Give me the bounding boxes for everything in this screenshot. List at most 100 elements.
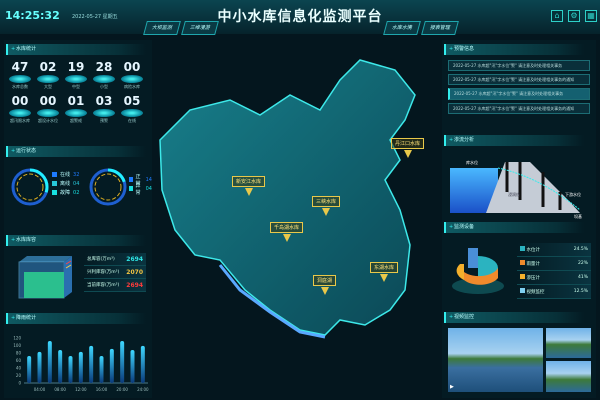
stat-item: 47 水库总数: [8, 60, 32, 90]
3d-pie-chart: [452, 248, 504, 294]
bar: [58, 350, 63, 383]
bar: [89, 345, 94, 383]
legend-item: 在线 32: [52, 170, 79, 179]
bar: [68, 356, 73, 383]
pedestal-icon: [65, 75, 87, 83]
stat-value: 03: [95, 94, 113, 108]
bar: [37, 351, 42, 383]
stat-label: 在线: [128, 118, 136, 123]
y-tick-label: 80: [16, 351, 22, 356]
bar: [130, 350, 135, 383]
map-marker[interactable]: 丹江口水库: [391, 138, 425, 158]
stat-value: 47: [11, 60, 29, 74]
y-tick-label: 120: [13, 336, 21, 341]
map-marker[interactable]: 新安江水库: [232, 176, 266, 196]
bar: [27, 356, 32, 383]
stat-value: 19: [67, 60, 85, 74]
warning-item-selected[interactable]: 2022-05-27 水库超"汛"字水位"警" 请注意及时处理相关事务: [448, 88, 590, 100]
stat-label: 预警: [100, 118, 108, 123]
left-panel: 水库统计 47 水库总数 02 大型 19 中型 28 小型 00 病险水库 00 超汛限水库 00 超设…: [4, 40, 152, 398]
section-title: 监测设备: [444, 222, 584, 233]
map-marker[interactable]: 三峡水库: [312, 196, 341, 216]
video-thumb[interactable]: [546, 361, 591, 392]
header: 14:25:32 2022-05-27 星期五 中小水库信息化监测平台 大坝监测…: [0, 0, 600, 35]
settings-icon[interactable]: ⚙: [568, 10, 580, 22]
x-tick-label: 24:00: [137, 387, 149, 392]
seepage-label: 库水位: [466, 159, 478, 165]
stat-item: 28 小型: [92, 60, 116, 90]
pedestal-icon: [65, 109, 87, 117]
stat-value: 00: [123, 60, 141, 74]
seepage-label: 浸润线: [508, 191, 520, 197]
y-tick-label: 60: [16, 358, 22, 363]
clock: 14:25:32: [5, 9, 60, 22]
seepage-label: 坝基: [574, 213, 582, 219]
stat-value: 28: [95, 60, 113, 74]
capacity-row: 兴利库容(万m³) 2070: [84, 266, 146, 279]
video-main[interactable]: ▶: [448, 328, 543, 392]
seepage-label: 下游水位: [565, 191, 581, 197]
capacity-row: 当前库容(万m³) 2694: [84, 279, 146, 292]
warning-list: 2022-05-27 水库超"汛"字水位"警" 请注意及时处理相关事务 2022…: [448, 60, 590, 117]
section-title: 渗流分析: [444, 135, 584, 146]
reservoir-tank-icon: [18, 256, 72, 299]
pedestal-icon: [37, 75, 59, 83]
grid-icon[interactable]: ▦: [585, 10, 597, 22]
y-tick-label: 20: [16, 373, 22, 378]
tab-3d[interactable]: 三维漫游: [181, 21, 219, 35]
section-title: 预警信息: [444, 44, 584, 55]
stat-value: 05: [123, 94, 141, 108]
pie-legend-item: 渗压计 41%: [517, 271, 591, 285]
stat-item: 02 大型: [36, 60, 60, 90]
stat-item: 19 中型: [64, 60, 88, 90]
bar: [99, 356, 104, 383]
map-marker[interactable]: 千岛湖水库: [270, 222, 304, 242]
play-icon: ▶: [450, 384, 454, 390]
pedestal-icon: [93, 75, 115, 83]
pedestal-icon: [93, 109, 115, 117]
bar: [109, 348, 114, 383]
y-tick-label: 100: [13, 343, 21, 348]
ring2-legend: 正常 14 异常 04: [129, 174, 152, 196]
pie-legend-item: 视频监控 12.5%: [517, 285, 591, 299]
ring-chart-2: [89, 168, 127, 206]
legend-item: 正常 14: [129, 174, 152, 187]
home-icon[interactable]: ⌂: [551, 10, 563, 22]
pedestal-icon: [9, 109, 31, 117]
ring1-legend: 在线 32 离线 04 故障 02: [52, 170, 79, 197]
legend-item: 故障 02: [52, 188, 79, 197]
warning-item[interactable]: 2022-05-27 水库超"汛"字水位"警" 请注意及时处理相关事务: [448, 60, 590, 71]
pie-legend-item: 水位计 24.5%: [517, 243, 591, 257]
pie-slice: [464, 268, 498, 285]
stat-value: 01: [67, 94, 85, 108]
right-panel: 预警信息 2022-05-27 水库超"汛"字水位"警" 请注意及时处理相关事务…: [442, 40, 596, 398]
x-tick-label: 16:00: [96, 387, 108, 392]
stat-value: 00: [39, 94, 57, 108]
map-land: [159, 59, 416, 336]
bar: [47, 341, 52, 383]
x-tick-label: 12:00: [75, 387, 87, 392]
ring-chart-1: [11, 168, 49, 206]
section-title: 水库库容: [6, 235, 146, 246]
pin-icon: [380, 274, 388, 282]
tab-report[interactable]: 报表管理: [421, 21, 459, 35]
map-marker[interactable]: 洞庭湖: [313, 275, 337, 295]
pie-slice: [468, 248, 478, 268]
map-marker[interactable]: 东湖水库: [370, 262, 399, 282]
stat-item: 00 病险水库: [120, 60, 144, 90]
stat-value: 00: [11, 94, 29, 108]
china-map[interactable]: [150, 40, 440, 380]
section-title: 视频监控: [444, 312, 584, 323]
stat-label: 超设计水位: [38, 118, 58, 123]
x-tick-label: 04:00: [34, 387, 46, 392]
tab-water[interactable]: 水库水情: [383, 21, 421, 35]
tab-dam[interactable]: 大坝监测: [143, 21, 181, 35]
video-thumb[interactable]: [546, 328, 591, 358]
x-tick-label: 20:00: [116, 387, 128, 392]
stat-label: 超警戒: [70, 118, 82, 123]
stat-label: 中型: [72, 84, 80, 89]
warning-item[interactable]: 2022-05-27 水库超"汛"字水位"警" 请注意及时处理相关事务的通知: [448, 103, 590, 114]
warning-item[interactable]: 2022-05-27 水库超"汛"字水位"警" 请注意及时处理相关事务的通知: [448, 74, 590, 85]
pie-legend: 水位计 24.5% 雨量计 22% 渗压计 41% 视频监控 12.5%: [517, 243, 591, 299]
stat-label: 水库总数: [12, 84, 28, 89]
